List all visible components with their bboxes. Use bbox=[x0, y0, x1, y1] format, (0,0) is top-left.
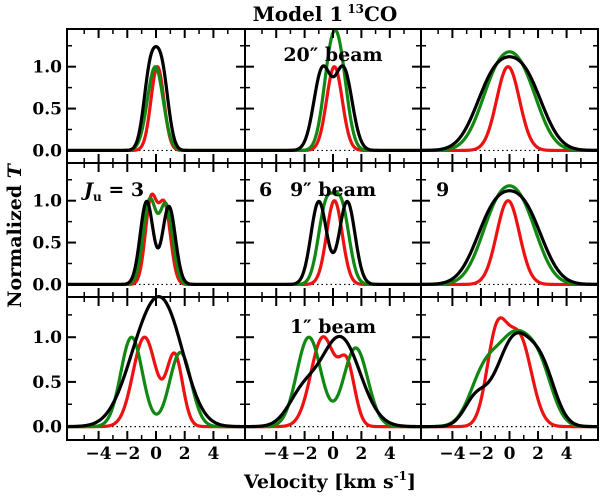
x-tick-label: −2 bbox=[292, 444, 318, 464]
series-line-black bbox=[420, 189, 599, 287]
panel-frame bbox=[66, 162, 246, 298]
y-axis-label: Normalized T bbox=[4, 162, 26, 308]
y-tick-label: 1.0 bbox=[32, 192, 62, 212]
y-tick-label: 0.5 bbox=[32, 373, 62, 393]
series-line-red bbox=[420, 199, 599, 287]
series-line-black bbox=[244, 199, 422, 287]
panel-r0-c2 bbox=[420, 28, 599, 164]
x-tick-label: 4 bbox=[207, 444, 219, 464]
x-tick-label: 4 bbox=[561, 444, 573, 464]
series-line-green bbox=[420, 184, 599, 287]
beam-label-0: 20″ beam bbox=[283, 44, 382, 66]
y-tick-label: 1.0 bbox=[32, 58, 62, 78]
x-axis-label: Velocity [km s-1] bbox=[243, 469, 416, 493]
y-tick-label: 0.0 bbox=[32, 418, 62, 438]
series-line-black bbox=[66, 45, 246, 153]
series-line-green bbox=[66, 65, 246, 153]
x-tick-label: 0 bbox=[150, 444, 162, 464]
series-line-green bbox=[66, 335, 246, 429]
series-line-black bbox=[244, 334, 422, 429]
series-line-red bbox=[244, 335, 422, 429]
panel-r2-c2: −4 −2 0 2 4 bbox=[420, 296, 599, 464]
panel-r1-c1 bbox=[244, 162, 422, 298]
x-tick-label: −2 bbox=[114, 444, 140, 464]
x-tick-label: 2 bbox=[179, 444, 191, 464]
series-line-black bbox=[420, 55, 599, 153]
series-line-black bbox=[244, 64, 422, 153]
y-tick-label: 0.0 bbox=[32, 275, 62, 295]
series-line-green bbox=[420, 328, 599, 429]
x-tick-label: −4 bbox=[263, 444, 289, 464]
y-tick-label: 0.5 bbox=[32, 100, 62, 120]
x-tick-label: 0 bbox=[504, 444, 516, 464]
series-line-black bbox=[66, 199, 246, 287]
panel-r0-c0: 0.0 0.5 1.0 bbox=[32, 28, 246, 164]
series-line-red bbox=[420, 65, 599, 153]
y-tick-label: 1.0 bbox=[32, 328, 62, 348]
beam-label-1: 9″ beam bbox=[290, 179, 376, 201]
chart-title: Model 1 13CO bbox=[253, 2, 398, 26]
ju-label-6: 6 bbox=[259, 179, 272, 201]
x-tick-label: −2 bbox=[468, 444, 494, 464]
x-tick-label: 2 bbox=[532, 444, 544, 464]
series-line-green bbox=[420, 50, 599, 153]
x-tick-label: 4 bbox=[384, 444, 396, 464]
series-line-black bbox=[420, 331, 599, 429]
panel-r1-c0: 0.0 0.5 1.0 bbox=[32, 162, 246, 298]
series-line-red bbox=[244, 199, 422, 287]
panel-frame bbox=[420, 296, 599, 441]
panel-frame bbox=[66, 28, 246, 164]
series-line-red bbox=[420, 316, 599, 429]
y-tick-label: 0.5 bbox=[32, 234, 62, 254]
x-tick-label: −4 bbox=[439, 444, 465, 464]
ju-label-9: 9 bbox=[436, 179, 449, 201]
y-tick-label: 0.0 bbox=[32, 141, 62, 161]
panel-frame bbox=[420, 28, 599, 164]
x-tick-label: 2 bbox=[355, 444, 367, 464]
series-line-red bbox=[66, 65, 246, 153]
panel-grid: 0.00.51.00.00.51.0−4 −2 0 2 40.00.51.0−4 −2 0 2… bbox=[32, 28, 599, 464]
series-line-red bbox=[244, 65, 422, 153]
x-tick-label: 0 bbox=[327, 444, 339, 464]
series-line-green bbox=[244, 335, 422, 429]
x-tick-label: −4 bbox=[86, 444, 112, 464]
beam-label-2: 1″ beam bbox=[290, 316, 376, 338]
panel-r2-c0: −4 −2 0 2 4 0.0 0.5 1.0 bbox=[32, 295, 246, 464]
panel-r1-c2 bbox=[420, 162, 599, 298]
ju-label-3: Ju = 3 bbox=[81, 179, 144, 204]
series-line-black bbox=[66, 295, 246, 429]
